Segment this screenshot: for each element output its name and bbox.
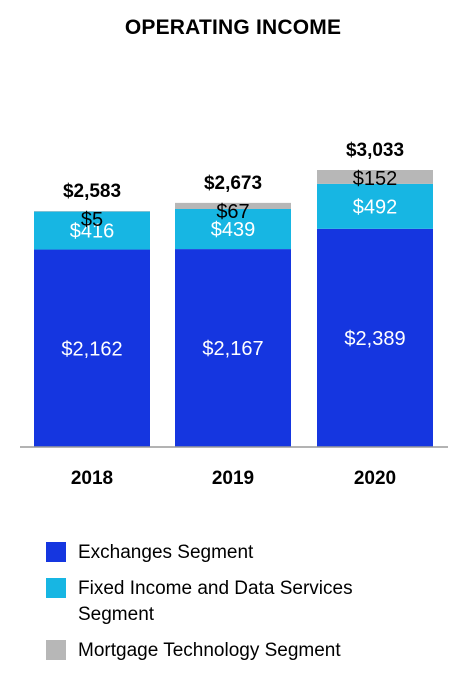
data-label-mortgage-2019: $67 — [216, 201, 249, 223]
legend-label-fixed-income: Fixed Income and Data Services Segment — [78, 578, 353, 625]
bar-mortgage-2020 — [317, 170, 433, 184]
legend-item-mortgage: Mortgage Technology Segment — [46, 638, 446, 664]
legend-item-fixed-income: Fixed Income and Data Services Segment — [46, 576, 446, 628]
legend-label-exchanges: Exchanges Segment — [78, 542, 254, 563]
x-tick-label-2018: 2018 — [71, 468, 113, 489]
data-label-exchanges-2020: $2,389 — [344, 328, 405, 350]
total-label-2019: $2,673 — [204, 173, 262, 194]
legend-label-mortgage: Mortgage Technology Segment — [78, 640, 341, 661]
bar-exchanges-2018 — [34, 249, 150, 447]
data-label-fixed-income-2019: $439 — [211, 219, 256, 241]
bar-mortgage-2019 — [175, 202, 291, 209]
total-label-2020: $3,033 — [346, 140, 404, 161]
data-label-exchanges-2018: $2,162 — [61, 338, 122, 360]
bar-fixed-income-2019 — [175, 208, 291, 250]
data-label-exchanges-2019: $2,167 — [202, 338, 263, 360]
bar-fixed-income-2020 — [317, 183, 433, 229]
stacked-bar-chart: $2,162 $416$5 $2,583 2018 $2,167 $439$67 $2,67… — [20, 140, 448, 489]
data-label-mortgage-2020: $152 — [353, 168, 398, 190]
x-tick-label-2019: 2019 — [212, 468, 254, 489]
total-label-2018: $2,583 — [63, 181, 121, 202]
legend-swatch-exchanges — [46, 542, 66, 562]
x-tick-label-2020: 2020 — [354, 468, 396, 489]
bars-layer — [34, 170, 433, 447]
bar-exchanges-2020 — [317, 228, 433, 447]
chart-title: OPERATING INCOME — [124, 16, 342, 39]
data-label-fixed-income-2020: $492 — [353, 196, 398, 218]
legend-swatch-fixed-income — [46, 578, 66, 598]
bar-exchanges-2019 — [175, 249, 291, 447]
bar-fixed-income-2018 — [34, 211, 150, 250]
data-label-mortgage-2018: $5 — [81, 209, 103, 231]
legend-item-exchanges: Exchanges Segment — [46, 540, 446, 566]
labels-layer: $2,162 $416$5 $2,583 2018 $2,167 $439$67 $2,67… — [61, 140, 405, 489]
data-label-fixed-income-2018: $416 — [70, 221, 115, 243]
legend: Exchanges Segment Fixed Income and Data … — [46, 540, 446, 674]
legend-swatch-mortgage — [46, 640, 66, 660]
